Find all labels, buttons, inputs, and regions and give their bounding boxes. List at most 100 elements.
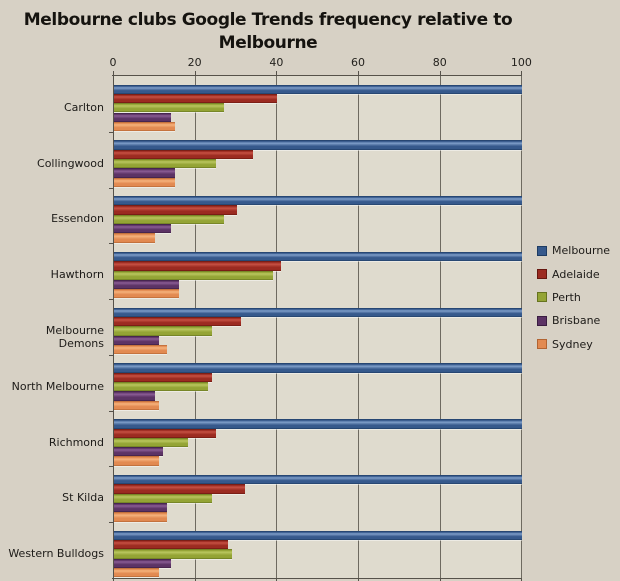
bar-adelaide [114,372,213,383]
bar-adelaide [114,93,278,104]
chart-title: Melbourne clubs Google Trends frequency … [0,9,536,55]
bar-perth [114,493,213,503]
x-tick-label: 0 [109,56,117,69]
y-axis-tick [109,299,113,301]
bar-adelaide [114,484,245,494]
legend-swatch [537,315,547,326]
category-label: North Melbourne [11,379,104,393]
bar-sydney [114,233,155,243]
x-axis-tick-top [194,71,196,76]
legend-swatch [537,292,547,303]
x-axis-tick-top [113,71,114,76]
legend-label: Brisbane [552,314,601,328]
bar-sydney [114,400,159,410]
bar-melbourne [114,196,523,206]
y-axis-tick [109,354,113,356]
bar-melbourne [114,475,523,485]
x-axis-tick-top [358,71,360,76]
bar-melbourne [114,419,523,429]
x-axis-tick-bottom [439,578,441,581]
bar-adelaide [114,261,282,271]
bar-sydney [114,121,176,132]
bottom-axis-line [112,578,523,579]
x-axis-tick-bottom [194,578,196,581]
y-axis-tick [109,466,113,468]
gridline [521,76,523,578]
bar-adelaide [114,317,241,327]
legend-label: Perth [552,290,581,304]
bar-adelaide [114,428,217,438]
category-label: Carlton [63,100,104,114]
legend-label: Adelaide [552,267,600,281]
x-axis-tick-top [276,71,278,76]
bar-perth [114,103,225,113]
bar-sydney [114,512,168,522]
legend-item: Melbourne [537,239,610,262]
category-label: Collingwood [37,156,104,170]
bar-perth [114,158,217,169]
y-axis-tick [109,187,113,189]
gridline [358,76,360,578]
x-tick-label: 80 [432,56,447,69]
bar-brisbane [114,224,172,234]
x-axis-tick-bottom [521,578,523,581]
chart-title-line-1: Melbourne clubs Google Trends frequency … [23,10,513,30]
bar-perth [114,214,225,225]
category-label: Hawthorn [50,268,104,282]
bar-brisbane [114,279,180,290]
bar-perth [114,326,213,336]
bar-melbourne [114,307,523,317]
legend-swatch [537,245,547,256]
bar-adelaide [114,205,237,215]
y-axis-tick [109,410,113,412]
x-axis-tick-top [439,71,441,76]
gridline [439,76,441,578]
bar-sydney [114,568,159,578]
x-tick-label: 40 [269,56,284,69]
bar-melbourne [114,530,523,541]
bar-brisbane [114,447,163,457]
bar-perth [114,437,188,448]
bar-adelaide [114,149,253,159]
bar-melbourne [114,140,523,150]
bar-perth [114,270,274,280]
legend-swatch [537,339,547,350]
category-label: Melbourne Demons [45,323,104,350]
category-label: Western Bulldogs [8,547,104,561]
x-tick-label: 100 [510,56,532,69]
x-axis-tick-bottom [113,578,114,581]
legend-item: Perth [537,286,610,309]
chart-title-line-2: Melbourne [218,33,318,53]
x-axis-tick-bottom [276,578,278,581]
bar-sydney [114,177,176,187]
y-axis-tick [109,243,113,245]
bar-brisbane [114,168,176,178]
bar-brisbane [114,391,155,401]
legend-label: Melbourne [552,244,611,258]
bar-brisbane [114,335,159,345]
legend: Melbourne Adelaide Perth Brisbane Sydney [537,239,610,356]
top-axis-line [112,75,523,76]
x-axis-tick-top [521,71,523,76]
bar-brisbane [114,558,172,569]
bar-perth [114,382,208,392]
x-tick-label: 20 [187,56,202,69]
bar-melbourne [114,84,523,94]
gridline [276,76,278,578]
legend-label: Sydney [552,337,593,351]
bar-brisbane [114,502,168,513]
x-tick-label: 60 [351,56,366,69]
left-axis-line [113,76,114,578]
x-axis-tick-bottom [358,578,360,581]
bar-sydney [114,289,180,299]
category-label: Richmond [48,435,104,449]
bar-melbourne [114,251,523,262]
bar-perth [114,549,233,559]
legend-item: Adelaide [537,262,610,285]
category-label: Essendon [51,212,104,226]
category-label: St Kilda [62,491,104,505]
bar-brisbane [114,112,172,122]
legend-item: Sydney [537,333,610,356]
bar-adelaide [114,540,229,550]
